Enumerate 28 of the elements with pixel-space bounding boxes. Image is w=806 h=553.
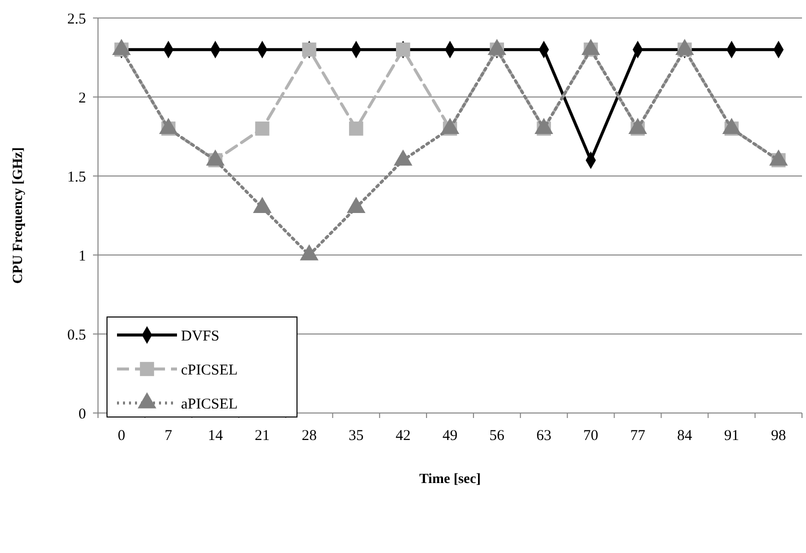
y-tick-label: 1 xyxy=(78,248,86,264)
y-tick-label: 1.5 xyxy=(67,169,86,186)
legend-label: DVFS xyxy=(181,328,220,344)
x-tick-label: 56 xyxy=(489,428,505,444)
legend-label: aPICSEL xyxy=(181,396,238,412)
x-tick-label: 7 xyxy=(164,428,173,444)
y-tick-label: 2 xyxy=(78,90,86,106)
x-tick-label: 35 xyxy=(348,428,364,444)
x-tick-label: 49 xyxy=(442,428,458,444)
x-tick-label: 63 xyxy=(536,428,552,444)
x-axis-title: Time [sec] xyxy=(419,472,481,487)
point xyxy=(255,122,270,136)
y-tick-label: 2.5 xyxy=(67,11,86,28)
x-tick-label: 84 xyxy=(677,428,693,444)
x-tick-label: 91 xyxy=(724,428,740,444)
legend-label: cPICSEL xyxy=(181,362,238,378)
x-tick-label: 77 xyxy=(630,428,646,444)
point xyxy=(349,122,364,136)
x-tick-label: 21 xyxy=(254,428,270,444)
x-tick-label: 28 xyxy=(302,428,317,444)
x-tick-label: 70 xyxy=(583,428,598,444)
x-tick-label: 98 xyxy=(771,428,786,444)
y-tick-label: 0.5 xyxy=(67,327,86,344)
x-tick-label: 0 xyxy=(118,428,126,444)
x-tick-label: 14 xyxy=(208,428,224,444)
y-tick-label: 0 xyxy=(78,406,86,422)
x-tick-label: 42 xyxy=(396,428,411,444)
y-axis-title: CPU Frequency [GHz] xyxy=(11,147,26,284)
